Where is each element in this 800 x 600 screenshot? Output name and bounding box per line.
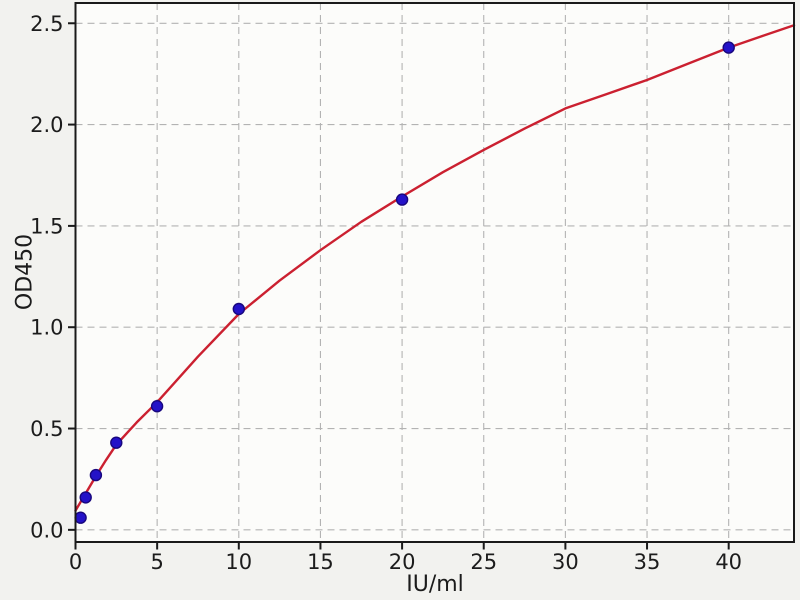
- data-point: [150, 400, 164, 413]
- y-tick-label: 0.0: [30, 518, 63, 542]
- plot-area: [75, 3, 794, 542]
- data-point: [89, 468, 103, 482]
- plot-border: [74, 2, 795, 543]
- x-tick-labels: 0 5 10 15 20 25 30 35 40: [69, 550, 742, 574]
- x-tick-label: 20: [389, 550, 416, 574]
- data-point: [79, 491, 92, 504]
- standard-points: [74, 41, 735, 524]
- data-point: [395, 193, 409, 206]
- x-tick-label: 40: [715, 550, 742, 574]
- data-point: [110, 436, 123, 449]
- x-tick-label: 25: [470, 550, 497, 574]
- y-tick-label: 2.0: [30, 113, 63, 137]
- x-tick-label: 15: [307, 550, 334, 574]
- x-tick-label: 5: [150, 550, 163, 574]
- y-tick-label: 0.5: [30, 417, 63, 441]
- data-point: [722, 41, 735, 54]
- x-tick-label: 30: [552, 550, 579, 574]
- y-axis-label: OD450: [12, 233, 38, 311]
- data-point: [74, 511, 87, 524]
- x-axis-label: IU/ml: [406, 572, 464, 597]
- y-tick-label: 1.5: [30, 214, 63, 238]
- y-tick-label: 1.0: [30, 316, 63, 340]
- fit-curve: [74, 24, 796, 512]
- y-tick-labels: 0.0 0.5 1.0 1.5 2.0 2.5: [30, 12, 63, 543]
- x-tick-label: 0: [69, 550, 82, 574]
- x-tick-label: 10: [225, 550, 252, 574]
- x-tick-label: 35: [634, 550, 661, 574]
- data-point: [232, 302, 246, 316]
- tick-marks: [68, 22, 730, 550]
- y-tick-label: 2.5: [30, 12, 63, 36]
